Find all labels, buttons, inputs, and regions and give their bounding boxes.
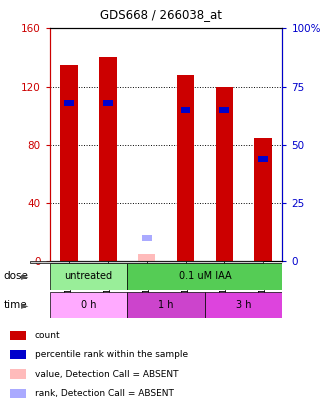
Bar <box>205 292 282 318</box>
Bar <box>127 263 282 290</box>
Text: rank, Detection Call = ABSENT: rank, Detection Call = ABSENT <box>35 389 174 398</box>
Text: ►: ► <box>21 271 28 281</box>
Bar <box>10 369 27 379</box>
Text: 0.1 uM IAA: 0.1 uM IAA <box>178 271 231 281</box>
Text: percentile rank within the sample: percentile rank within the sample <box>35 350 188 359</box>
Bar <box>50 263 127 290</box>
Bar <box>138 254 155 261</box>
Text: 1 h: 1 h <box>158 300 174 310</box>
Bar <box>10 389 27 398</box>
Text: 0 h: 0 h <box>81 300 96 310</box>
Text: GDS668 / 266038_at: GDS668 / 266038_at <box>100 8 221 21</box>
Bar <box>258 156 268 162</box>
Bar <box>10 331 27 340</box>
Bar <box>181 107 190 113</box>
Text: dose: dose <box>3 271 28 281</box>
Text: untreated: untreated <box>65 271 113 281</box>
Bar <box>220 107 229 113</box>
Bar <box>99 58 117 261</box>
Text: value, Detection Call = ABSENT: value, Detection Call = ABSENT <box>35 369 178 379</box>
Bar <box>60 65 78 261</box>
Text: count: count <box>35 331 60 340</box>
Bar <box>103 100 113 106</box>
Bar <box>142 235 152 241</box>
Bar <box>127 292 205 318</box>
Bar <box>216 87 233 261</box>
Bar <box>50 292 127 318</box>
Text: time: time <box>3 300 27 310</box>
Bar <box>64 100 74 106</box>
Text: ►: ► <box>21 300 28 310</box>
Text: 3 h: 3 h <box>236 300 251 310</box>
Bar <box>10 350 27 359</box>
Bar <box>177 75 194 261</box>
Bar <box>254 138 272 261</box>
